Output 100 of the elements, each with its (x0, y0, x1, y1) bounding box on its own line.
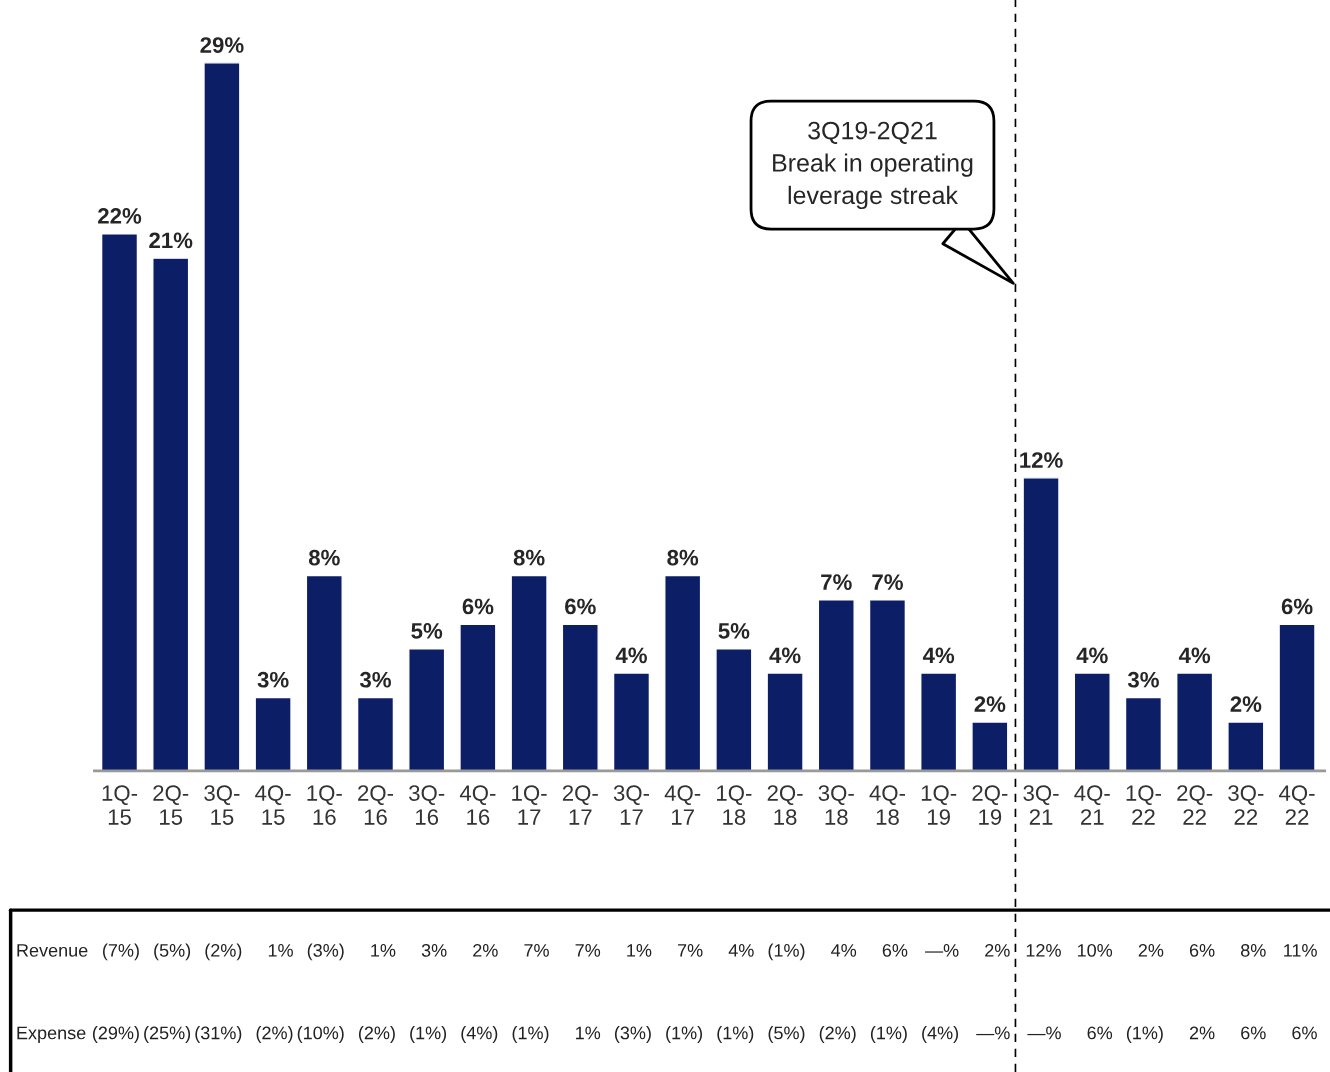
bar (664, 574, 702, 771)
text: Expense (17, 1026, 86, 1043)
bar (561, 623, 599, 771)
text: (2%) (819, 1026, 856, 1043)
text: (3%) (307, 943, 344, 961)
text: 10% (1077, 944, 1113, 957)
bar (459, 623, 497, 771)
bar (920, 672, 958, 771)
x-tick-label: 1Q-17 (512, 785, 547, 825)
data-label: 2% (974, 696, 1006, 712)
data-label: 3% (257, 671, 289, 688)
text: 7% (575, 944, 601, 957)
text: 6% (1241, 1026, 1266, 1040)
bar (766, 672, 804, 771)
data-label: 8% (308, 549, 340, 566)
x-tick-label: 1Q-16 (307, 785, 342, 825)
text: 6% (1292, 1026, 1317, 1040)
text: (2%) (205, 943, 242, 961)
data-label: 4% (922, 647, 955, 664)
data-label: 5% (411, 623, 443, 639)
bar (868, 599, 907, 771)
x-tick-label: 2Q-16 (358, 785, 394, 825)
data-label: 7% (821, 574, 852, 590)
x-tick-label: 1Q-15 (102, 785, 138, 825)
bar (254, 696, 292, 771)
data-label: 8% (513, 549, 545, 566)
bar (356, 696, 395, 771)
x-tick-label: 4Q-17 (664, 785, 701, 825)
text: 1% (576, 1026, 601, 1040)
bar (100, 233, 139, 771)
data-label: 8% (667, 549, 699, 566)
bar (203, 62, 241, 771)
data-label: 29% (200, 37, 244, 53)
text: 8% (1241, 944, 1266, 957)
text: (1%) (1126, 1026, 1163, 1043)
x-tick-label: 2Q-15 (153, 785, 189, 825)
text: Revenue (17, 944, 88, 957)
text: 2% (473, 944, 498, 957)
x-tick-label: 2Q-19 (972, 785, 1008, 825)
text: 6% (882, 944, 908, 957)
bar (1278, 623, 1316, 771)
text: 2% (1189, 1026, 1215, 1040)
x-tick-label: 3Q-22 (1228, 785, 1264, 825)
text: 2% (985, 944, 1010, 957)
data-label: 4% (769, 647, 801, 664)
data-label: 22% (98, 208, 142, 224)
bar (817, 599, 855, 771)
text: 6% (1189, 944, 1215, 957)
bar (1073, 672, 1111, 771)
bar (971, 721, 1009, 771)
bar (1227, 721, 1265, 771)
text: (10%) (297, 1026, 344, 1043)
text: —% (1027, 1026, 1061, 1040)
text: (5%) (768, 1026, 805, 1043)
x-tick-label: 3Q-18 (818, 785, 854, 825)
data-label: 4% (1076, 647, 1108, 664)
data-label: 3% (1127, 671, 1159, 688)
text: (5%) (154, 943, 191, 961)
bar (1022, 477, 1060, 771)
text: (29%) (92, 1026, 139, 1043)
text: (4%) (461, 1026, 498, 1043)
bar (715, 648, 753, 771)
x-tick-label: 4Q-21 (1074, 785, 1110, 825)
x-tick-label: 1Q-22 (1126, 785, 1161, 825)
text: 3% (421, 944, 447, 957)
data-label: 12% (1020, 452, 1063, 468)
x-tick-label: 3Q-17 (613, 785, 650, 825)
x-tick-label: 4Q-22 (1279, 785, 1315, 825)
x-tick-label: 4Q-15 (255, 785, 291, 825)
x-tick-label: 2Q-17 (562, 785, 598, 825)
text: 2% (1138, 944, 1164, 957)
text: 4% (831, 944, 857, 957)
x-tick-label: 3Q-16 (409, 785, 445, 825)
text: —% (976, 1026, 1010, 1040)
text: (2%) (256, 1026, 293, 1043)
text: (1%) (717, 1026, 754, 1043)
x-tick-label: 2Q-18 (767, 785, 803, 825)
text: (4%) (922, 1026, 959, 1043)
text: 1% (268, 944, 293, 957)
text: 6% (1087, 1026, 1113, 1040)
text: (31%) (195, 1026, 242, 1043)
bar (612, 672, 651, 771)
data-label: 2% (1230, 696, 1262, 712)
data-label: 21% (149, 232, 193, 249)
text: 4% (728, 944, 754, 957)
x-tick-label: 4Q-16 (459, 785, 496, 825)
text: (2%) (358, 1026, 395, 1043)
data-label: 4% (1178, 647, 1211, 664)
text: (7%) (103, 943, 139, 961)
bar (408, 648, 446, 771)
x-tick-label: 3Q-15 (204, 785, 240, 825)
text: 12% (1026, 944, 1061, 957)
x-tick-label: 2Q-22 (1177, 785, 1213, 825)
data-label: 6% (565, 598, 596, 615)
data-label: 6% (1281, 598, 1313, 615)
text: 1% (627, 944, 652, 957)
bar (510, 574, 548, 771)
bar (152, 257, 190, 771)
text: (1%) (666, 1026, 703, 1043)
text: 7% (677, 944, 703, 957)
